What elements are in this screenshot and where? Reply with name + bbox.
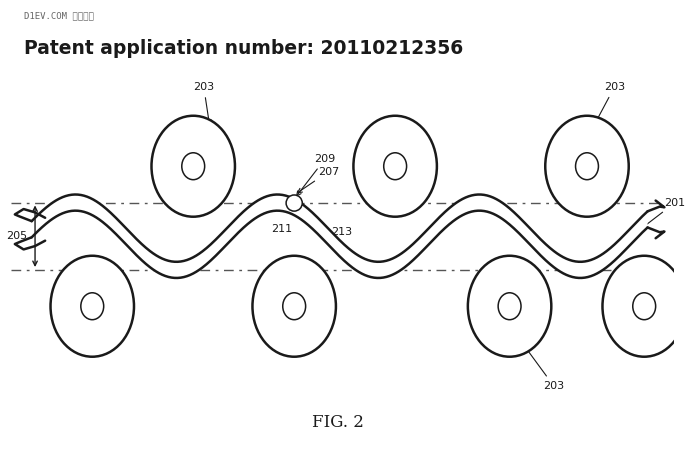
Text: 203: 203 [595,82,625,122]
Text: 203: 203 [526,347,564,391]
Text: D1EV.COM 第一电动: D1EV.COM 第一电动 [24,11,94,21]
Ellipse shape [468,256,551,357]
Text: Patent application number: 20110212356: Patent application number: 20110212356 [24,39,464,58]
Ellipse shape [633,293,656,320]
Ellipse shape [602,256,686,357]
Text: 209: 209 [297,154,336,196]
Polygon shape [32,195,648,278]
Ellipse shape [252,256,336,357]
Ellipse shape [384,153,407,179]
Text: 213: 213 [313,220,352,237]
Circle shape [286,195,302,211]
Ellipse shape [282,293,306,320]
Ellipse shape [575,153,599,179]
Text: 201: 201 [639,198,686,230]
Text: FIG. 2: FIG. 2 [312,414,364,431]
Ellipse shape [353,116,437,217]
Ellipse shape [50,256,134,357]
Ellipse shape [498,293,521,320]
Ellipse shape [182,153,205,179]
Text: 207: 207 [298,167,339,193]
Ellipse shape [545,116,629,217]
Ellipse shape [152,116,235,217]
Text: 203: 203 [193,82,214,124]
Text: 205: 205 [6,231,27,241]
Ellipse shape [81,293,104,320]
Text: 211: 211 [271,224,293,234]
